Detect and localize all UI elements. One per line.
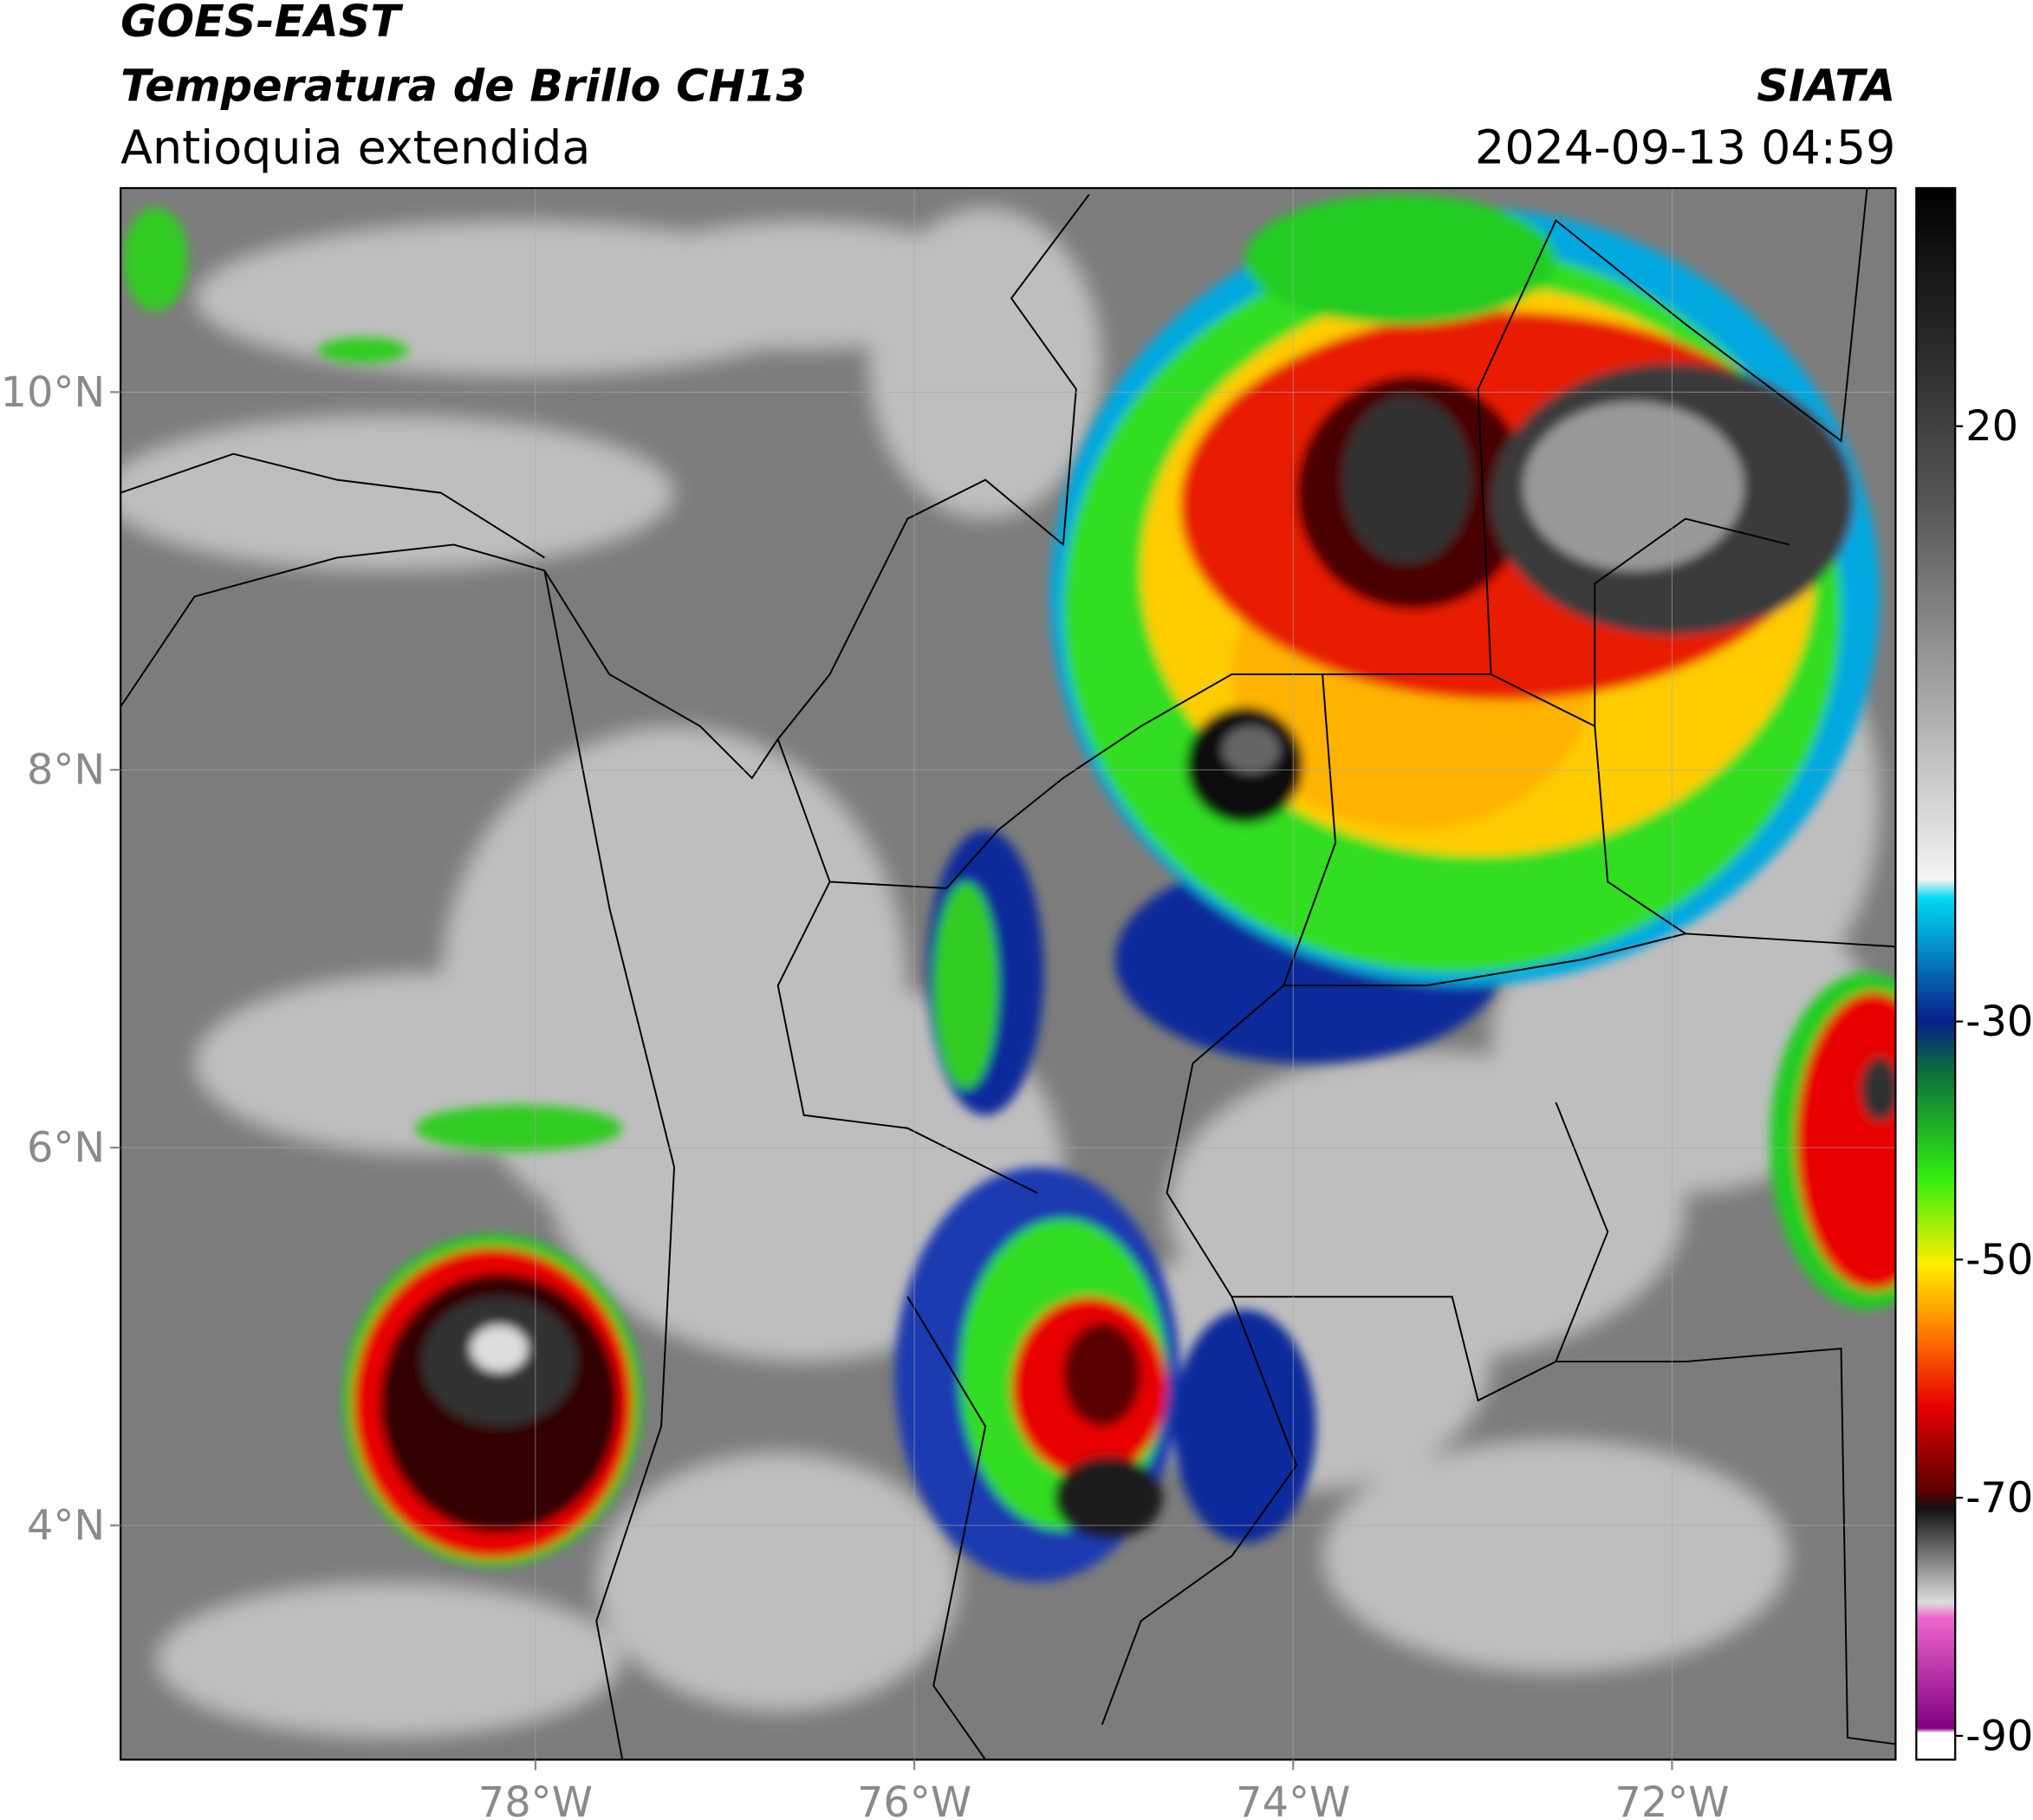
colorbar-tick-label: -30 xyxy=(1965,998,2033,1046)
y-tick-label: 8°N xyxy=(27,747,105,795)
x-tick-label: 78°W xyxy=(478,1779,593,1820)
colorbar-tick-label: -90 xyxy=(1965,1713,2033,1760)
x-tick-label: 72°W xyxy=(1614,1779,1729,1820)
imagery xyxy=(120,188,1896,1760)
region: Antioquia extendida xyxy=(120,120,590,175)
y-tick-label: 4°N xyxy=(27,1503,105,1550)
colorbar-tick-label: 20 xyxy=(1965,403,2018,451)
cold-cloud-tops xyxy=(123,194,1896,1583)
agency: SIATA xyxy=(1757,61,1895,112)
colorbar-tick-label: -50 xyxy=(1965,1237,2033,1284)
map-frame xyxy=(120,186,1897,1761)
y-tick-label: 10°N xyxy=(1,369,106,417)
x-tick-label: 74°W xyxy=(1236,1779,1350,1820)
datetime: 2024-09-13 04:59 xyxy=(1475,120,1895,175)
grid xyxy=(120,188,1896,1760)
y-tick-label: 6°N xyxy=(27,1125,105,1173)
colorbar xyxy=(1915,186,1957,1761)
borders xyxy=(120,188,1896,1760)
x-tick-label: 76°W xyxy=(857,1779,971,1820)
subtitle: Temperatura de Brillo CH13 xyxy=(120,61,807,112)
title: GOES-EAST xyxy=(120,0,404,47)
colorbar-tick-label: -70 xyxy=(1965,1475,2033,1523)
